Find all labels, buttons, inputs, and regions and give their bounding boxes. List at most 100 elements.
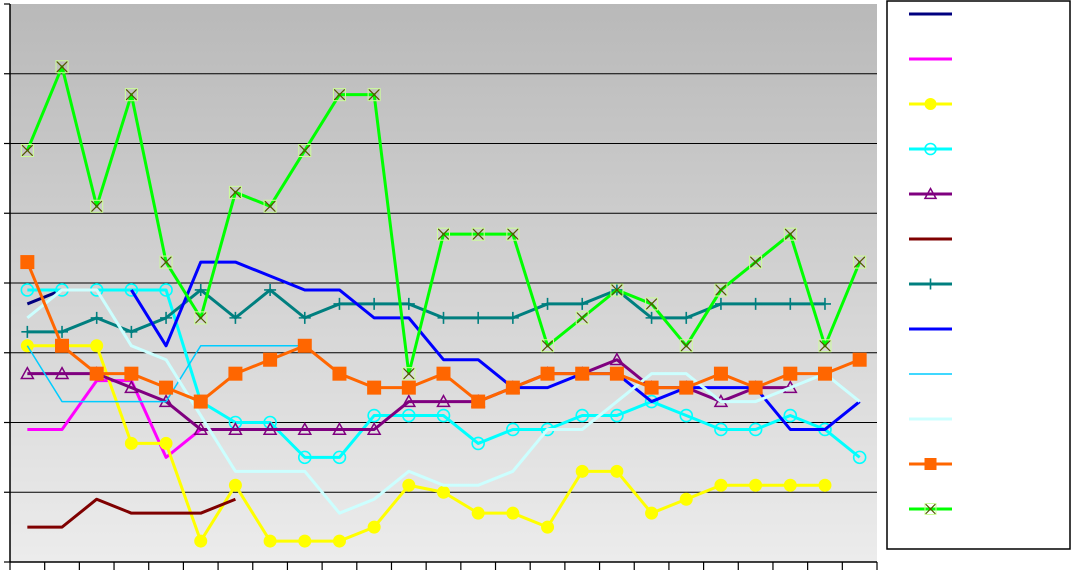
series-group <box>20 60 867 548</box>
data-point <box>610 408 624 423</box>
data-point <box>645 297 659 311</box>
data-point <box>471 227 485 241</box>
series-7 <box>21 283 831 338</box>
data-point <box>783 478 797 492</box>
data-point <box>541 297 554 310</box>
data-point <box>818 339 832 353</box>
data-point <box>575 366 590 381</box>
legend <box>886 0 1071 550</box>
data-point <box>124 380 139 394</box>
data-point <box>783 408 798 423</box>
data-point <box>262 421 278 436</box>
data-point <box>645 311 658 324</box>
data-point <box>436 408 451 423</box>
data-point <box>194 283 207 296</box>
data-point <box>159 283 173 297</box>
legend-entry-5 <box>909 186 952 200</box>
data-point <box>298 534 312 548</box>
data-point <box>228 366 243 381</box>
data-point <box>437 227 450 241</box>
data-point <box>159 436 173 450</box>
data-point <box>506 227 520 241</box>
data-point <box>298 143 312 157</box>
data-point <box>332 88 346 102</box>
data-point <box>55 338 70 353</box>
data-point <box>575 408 590 423</box>
data-point <box>818 339 832 353</box>
data-point <box>159 255 173 269</box>
data-point <box>540 366 555 381</box>
data-point <box>54 366 70 380</box>
data-point <box>471 394 486 409</box>
data-point <box>924 503 937 515</box>
data-point <box>679 339 693 353</box>
data-point <box>332 534 346 548</box>
data-point <box>714 283 728 297</box>
data-point <box>680 311 693 324</box>
data-point <box>437 485 450 499</box>
data-point <box>714 283 728 297</box>
data-point <box>124 283 139 297</box>
data-point <box>749 255 763 269</box>
data-point <box>679 339 693 353</box>
data-point <box>55 60 69 74</box>
data-point <box>784 297 797 310</box>
data-point <box>193 394 208 409</box>
data-point <box>437 311 450 324</box>
data-point <box>472 311 485 324</box>
data-point <box>229 311 242 324</box>
data-point <box>194 534 208 548</box>
data-point <box>925 278 936 290</box>
data-point <box>575 311 589 325</box>
data-point <box>506 311 519 324</box>
data-point <box>749 297 762 310</box>
data-point <box>575 311 589 325</box>
data-point <box>924 503 937 515</box>
data-point <box>160 311 173 324</box>
data-point <box>505 380 520 395</box>
data-point <box>645 506 659 520</box>
data-point <box>610 283 624 297</box>
data-point <box>644 394 659 409</box>
data-point <box>297 338 312 353</box>
data-point <box>368 297 381 310</box>
data-point <box>541 339 554 353</box>
data-point <box>679 408 694 423</box>
data-point <box>366 421 382 436</box>
data-point <box>818 478 832 492</box>
legend-entry-4 <box>909 142 952 156</box>
data-point <box>264 283 277 296</box>
data-point <box>644 380 659 395</box>
data-point <box>749 255 763 269</box>
data-point <box>228 185 242 199</box>
legend-entry-12 <box>909 503 952 515</box>
series-11 <box>20 255 867 409</box>
data-point <box>194 311 208 325</box>
data-point <box>20 366 35 380</box>
series-line <box>27 497 236 529</box>
series-line <box>27 288 825 334</box>
data-point <box>923 186 938 200</box>
series-10 <box>26 288 861 515</box>
data-point <box>89 366 104 381</box>
data-point <box>263 199 277 213</box>
data-point <box>610 283 624 297</box>
data-point <box>402 408 416 423</box>
data-point <box>506 422 520 437</box>
data-point <box>853 255 867 269</box>
data-point <box>20 144 34 157</box>
data-point <box>159 380 174 395</box>
series-9 <box>26 345 305 403</box>
data-point <box>853 255 867 269</box>
data-point <box>610 464 624 478</box>
data-point <box>471 436 485 451</box>
data-point <box>333 297 346 310</box>
data-point <box>125 325 138 338</box>
data-point <box>818 297 831 310</box>
data-point <box>783 227 797 241</box>
data-point <box>924 142 937 156</box>
data-point <box>90 199 104 213</box>
data-point <box>193 421 209 436</box>
data-point <box>90 339 104 353</box>
